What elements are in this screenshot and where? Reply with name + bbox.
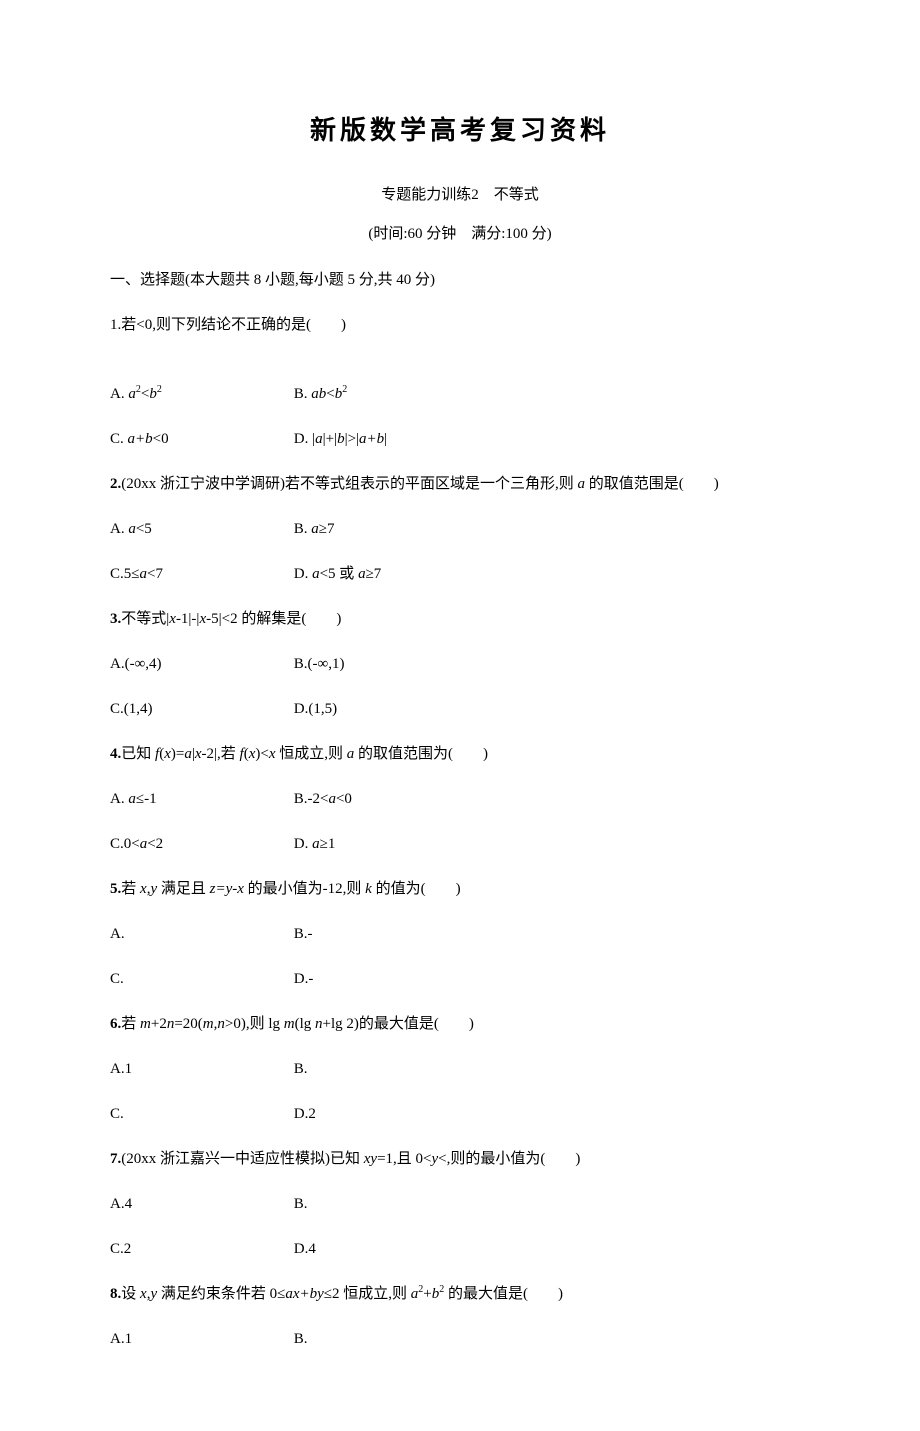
option-7a: A.4 bbox=[110, 1191, 290, 1218]
option-4c: C.0<a<2 bbox=[110, 831, 290, 858]
option-3b: B.(-∞,1) bbox=[294, 651, 345, 678]
option-7b: B. bbox=[294, 1191, 308, 1218]
option-7d: D.4 bbox=[294, 1236, 316, 1263]
question-4-options-ab: A. a≤-1 B.-2<a<0 bbox=[110, 786, 810, 813]
option-1d-label: D. bbox=[294, 431, 309, 447]
option-4b: B.-2<a<0 bbox=[294, 786, 352, 813]
question-4: 4.已知 f(x)=a|x-2|,若 f(x)<x 恒成立,则 a 的取值范围为… bbox=[110, 741, 810, 768]
option-4d: D. a≥1 bbox=[294, 831, 336, 858]
question-5-options-cd: C. D.- bbox=[110, 966, 810, 993]
question-7-options-ab: A.4 B. bbox=[110, 1191, 810, 1218]
question-6-options-ab: A.1 B. bbox=[110, 1056, 810, 1083]
option-8b: B. bbox=[294, 1326, 308, 1353]
time-info: (时间:60 分钟 满分:100 分) bbox=[110, 222, 810, 243]
option-1c: C. a+b<0 bbox=[110, 426, 290, 453]
option-7c: C.2 bbox=[110, 1236, 290, 1263]
option-6b: B. bbox=[294, 1056, 308, 1083]
question-3: 3.不等式|x-1|-|x-5|<2 的解集是( ) bbox=[110, 606, 810, 633]
option-1d: D. |a|+|b|>|a+b| bbox=[294, 426, 387, 453]
option-1c-math: a+b bbox=[124, 431, 153, 447]
option-4a: A. a≤-1 bbox=[110, 786, 290, 813]
question-6: 6.若 m+2n=20(m,n>0),则 lg m(lg n+lg 2)的最大值… bbox=[110, 1011, 810, 1038]
question-8: 8.设 x,y 满足约束条件若 0≤ax+by≤2 恒成立,则 a2+b2 的最… bbox=[110, 1281, 810, 1308]
question-8-options-ab: A.1 B. bbox=[110, 1326, 810, 1353]
option-1b-label: B. bbox=[294, 386, 308, 402]
option-2a: A. a<5 bbox=[110, 516, 290, 543]
question-5: 5.若 x,y 满足且 z=y-x 的最小值为-12,则 k 的值为( ) bbox=[110, 876, 810, 903]
option-2d: D. a<5 或 a≥7 bbox=[294, 561, 382, 588]
subtitle: 专题能力训练2 不等式 bbox=[110, 183, 810, 204]
question-7-options-cd: C.2 D.4 bbox=[110, 1236, 810, 1263]
option-3d: D.(1,5) bbox=[294, 696, 337, 723]
option-6d: D.2 bbox=[294, 1101, 316, 1128]
question-3-options-ab: A.(-∞,4) B.(-∞,1) bbox=[110, 651, 810, 678]
option-1a-math: a bbox=[125, 386, 136, 402]
option-6c: C. bbox=[110, 1101, 290, 1128]
question-2-options-cd: C.5≤a<7 D. a<5 或 a≥7 bbox=[110, 561, 810, 588]
option-1a-label: A. bbox=[110, 386, 125, 402]
question-1-options-cd: C. a+b<0 D. |a|+|b|>|a+b| bbox=[110, 426, 810, 453]
option-3a: A.(-∞,4) bbox=[110, 651, 290, 678]
option-5d: D.- bbox=[294, 966, 314, 993]
question-5-options-ab: A. B.- bbox=[110, 921, 810, 948]
page-title: 新版数学高考复习资料 bbox=[110, 110, 810, 147]
option-1b-math: ab bbox=[308, 386, 327, 402]
option-5c: C. bbox=[110, 966, 290, 993]
question-7: 7.(20xx 浙江嘉兴一中适应性模拟)已知 xy=1,且 0<y<,则的最小值… bbox=[110, 1146, 810, 1173]
question-1-text: 若<0,则下列结论不正确的是( ) bbox=[121, 317, 346, 333]
option-1c-label: C. bbox=[110, 431, 124, 447]
option-2c: C.5≤a<7 bbox=[110, 561, 290, 588]
option-3c: C.(1,4) bbox=[110, 696, 290, 723]
option-8a: A.1 bbox=[110, 1326, 290, 1353]
question-3-options-cd: C.(1,4) D.(1,5) bbox=[110, 696, 810, 723]
question-2-options-ab: A. a<5 B. a≥7 bbox=[110, 516, 810, 543]
option-5b: B.- bbox=[294, 921, 313, 948]
section-header: 一、选择题(本大题共 8 小题,每小题 5 分,共 40 分) bbox=[110, 267, 810, 294]
option-1b: B. ab<b2 bbox=[294, 381, 347, 408]
option-6a: A.1 bbox=[110, 1056, 290, 1083]
question-1-options-ab: A. a2<b2 B. ab<b2 bbox=[110, 381, 810, 408]
option-1a: A. a2<b2 bbox=[110, 381, 290, 408]
option-5a: A. bbox=[110, 921, 290, 948]
question-2: 2.(20xx 浙江宁波中学调研)若不等式组表示的平面区域是一个三角形,则 a … bbox=[110, 471, 810, 498]
question-4-options-cd: C.0<a<2 D. a≥1 bbox=[110, 831, 810, 858]
question-6-options-cd: C. D.2 bbox=[110, 1101, 810, 1128]
question-1: 1.若<0,则下列结论不正确的是( ) bbox=[110, 312, 810, 339]
option-2b: B. a≥7 bbox=[294, 516, 335, 543]
